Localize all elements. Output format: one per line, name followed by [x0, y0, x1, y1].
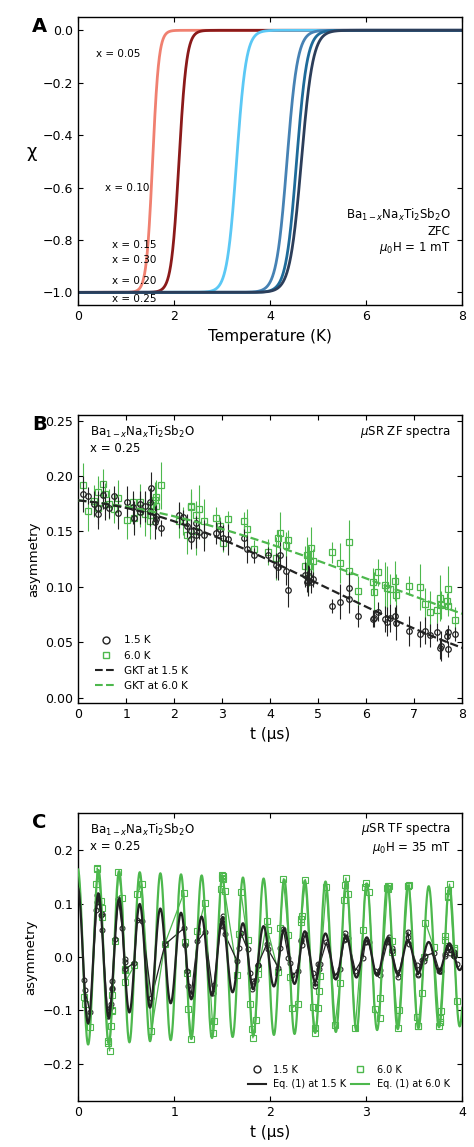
- Legend: 1.5 K, 6.0 K, GKT at 1.5 K, GKT at 6.0 K: 1.5 K, 6.0 K, GKT at 1.5 K, GKT at 6.0 K: [91, 631, 192, 695]
- X-axis label: t (μs): t (μs): [250, 1124, 290, 1139]
- Text: x = 0.10: x = 0.10: [105, 182, 149, 193]
- X-axis label: t (μs): t (μs): [250, 727, 290, 742]
- Text: Ba$_{1-x}$Na$_x$Ti$_2$Sb$_2$O
x = 0.25: Ba$_{1-x}$Na$_x$Ti$_2$Sb$_2$O x = 0.25: [90, 423, 194, 454]
- Text: x = 0.05: x = 0.05: [96, 49, 141, 58]
- Text: x = 0.15: x = 0.15: [112, 240, 156, 250]
- Text: $\mu$SR TF spectra
$\mu_0$H = 35 mT: $\mu$SR TF spectra $\mu_0$H = 35 mT: [361, 821, 451, 856]
- X-axis label: Temperature (K): Temperature (K): [208, 329, 332, 344]
- Legend: 1.5 K, Eq. (1) at 1.5 K, 6.0 K, Eq. (1) at 6.0 K: 1.5 K, Eq. (1) at 1.5 K, 6.0 K, Eq. (1) …: [244, 1061, 454, 1093]
- Text: x = 0.25: x = 0.25: [112, 294, 156, 304]
- Y-axis label: χ: χ: [27, 143, 37, 162]
- Text: Ba$_{1-x}$Na$_x$Ti$_2$Sb$_2$O
ZFC
$\mu_0$H = 1 mT: Ba$_{1-x}$Na$_x$Ti$_2$Sb$_2$O ZFC $\mu_0…: [346, 208, 451, 257]
- Text: x = 0.20: x = 0.20: [112, 275, 156, 286]
- Text: A: A: [32, 17, 47, 37]
- Text: x = 0.30: x = 0.30: [112, 255, 156, 265]
- Text: B: B: [32, 415, 47, 434]
- Text: Ba$_{1-x}$Na$_x$Ti$_2$Sb$_2$O
x = 0.25: Ba$_{1-x}$Na$_x$Ti$_2$Sb$_2$O x = 0.25: [90, 821, 194, 852]
- Y-axis label: asymmetry: asymmetry: [27, 522, 40, 596]
- Text: $\mu$SR ZF spectra: $\mu$SR ZF spectra: [360, 423, 451, 439]
- Text: C: C: [32, 813, 46, 832]
- Y-axis label: asymmetry: asymmetry: [25, 919, 37, 994]
